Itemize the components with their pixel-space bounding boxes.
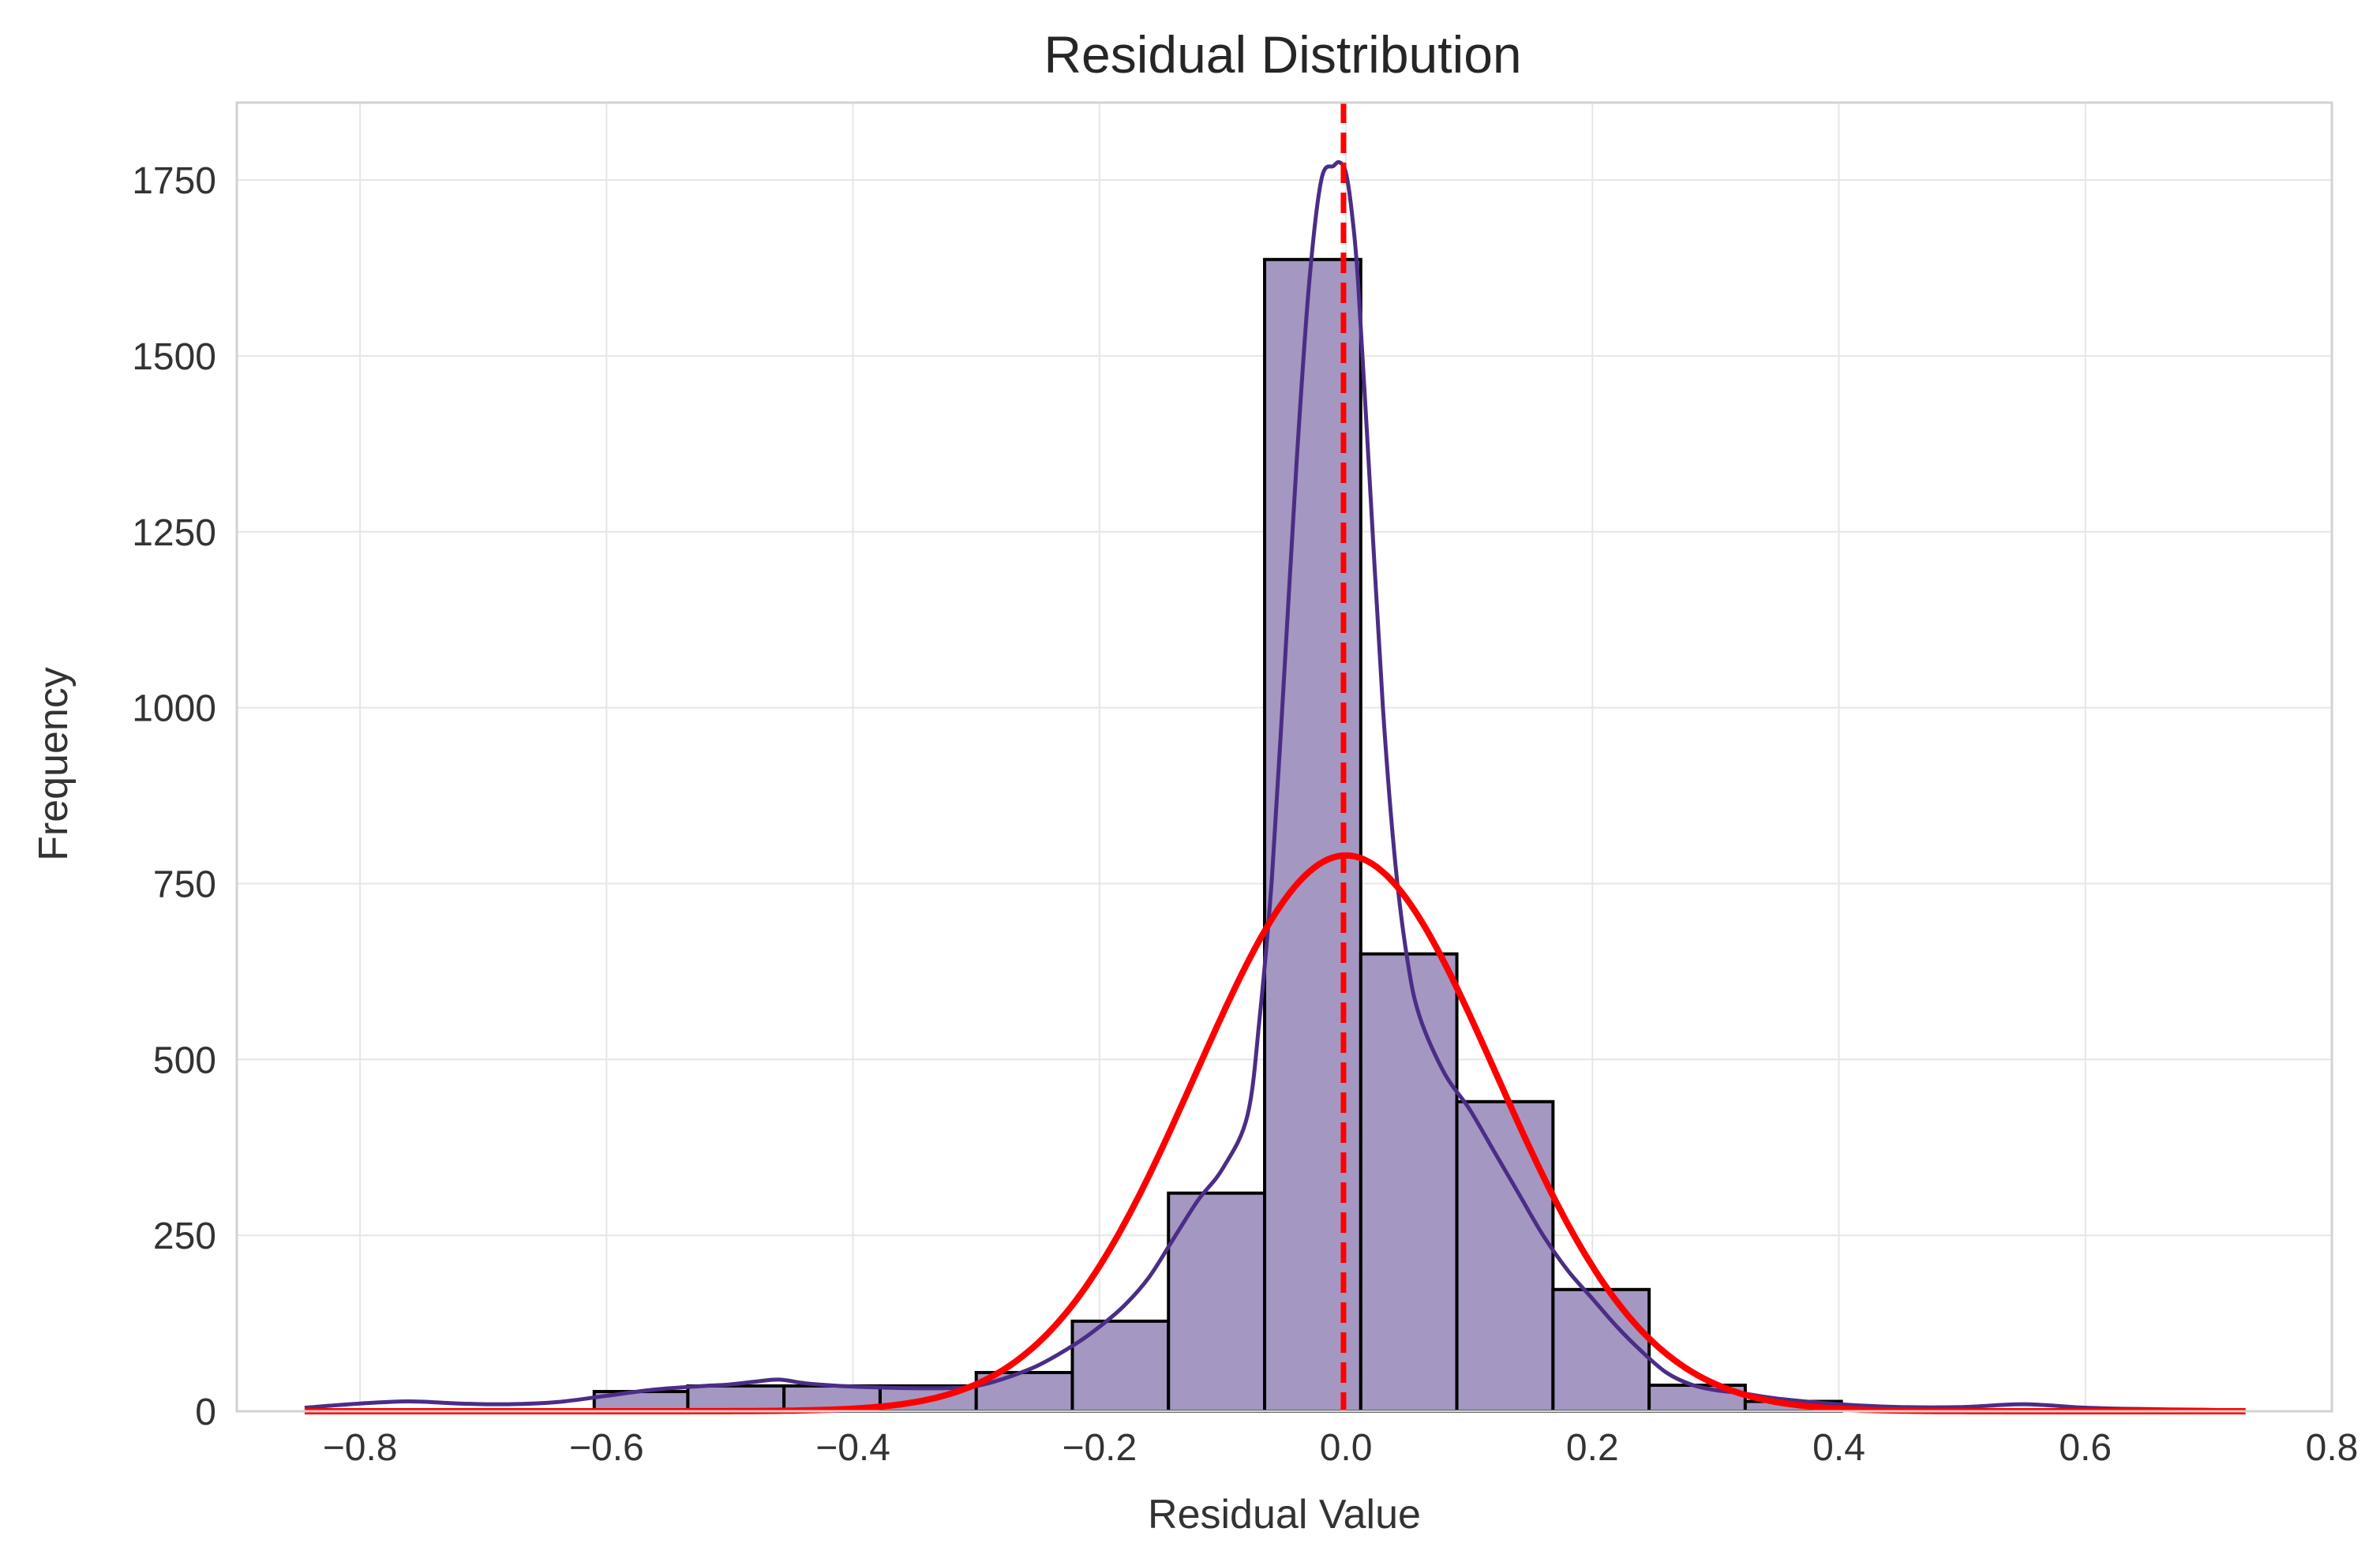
plot-frame [235, 101, 2333, 1413]
histogram-bar [686, 1384, 786, 1413]
y-tick-label: 0 [195, 1392, 216, 1433]
x-tick-label: 0.8 [2306, 1427, 2359, 1469]
x-tick-label: −0.6 [569, 1427, 644, 1469]
kde-curve [304, 159, 2246, 1413]
chart-title: Residual Distribution [1044, 25, 1521, 84]
x-tick-label: 0.6 [2059, 1427, 2112, 1469]
x-tick-label: −0.4 [815, 1427, 890, 1469]
y-axis-label: Frequency [31, 667, 77, 861]
histogram-bar [1455, 1099, 1555, 1413]
y-tick-label: 1000 [132, 688, 216, 730]
y-tick-label: 1250 [132, 512, 216, 554]
histogram-bar [1263, 257, 1362, 1413]
x-tick-label: 0.0 [1320, 1427, 1373, 1469]
x-tick-label: −0.8 [323, 1427, 398, 1469]
y-tick-label: 250 [153, 1216, 216, 1257]
x-tick-label: 0.4 [1812, 1427, 1865, 1469]
histogram-bars [592, 257, 1843, 1414]
tick-labels: −0.8 −0.6 −0.4 −0.2 0.0 0.2 0.4 0.6 0.8 0 250 500 75… [132, 160, 2358, 1469]
y-tick-label: 750 [153, 863, 216, 905]
y-tick-label: 1750 [132, 160, 216, 202]
x-axis-label: Residual Value [1148, 1492, 1421, 1538]
x-tick-label: 0.2 [1566, 1427, 1619, 1469]
x-tick-label: −0.2 [1062, 1427, 1137, 1469]
histogram-bar [1359, 952, 1459, 1414]
y-tick-label: 1500 [132, 336, 216, 378]
y-tick-label: 500 [153, 1039, 216, 1081]
